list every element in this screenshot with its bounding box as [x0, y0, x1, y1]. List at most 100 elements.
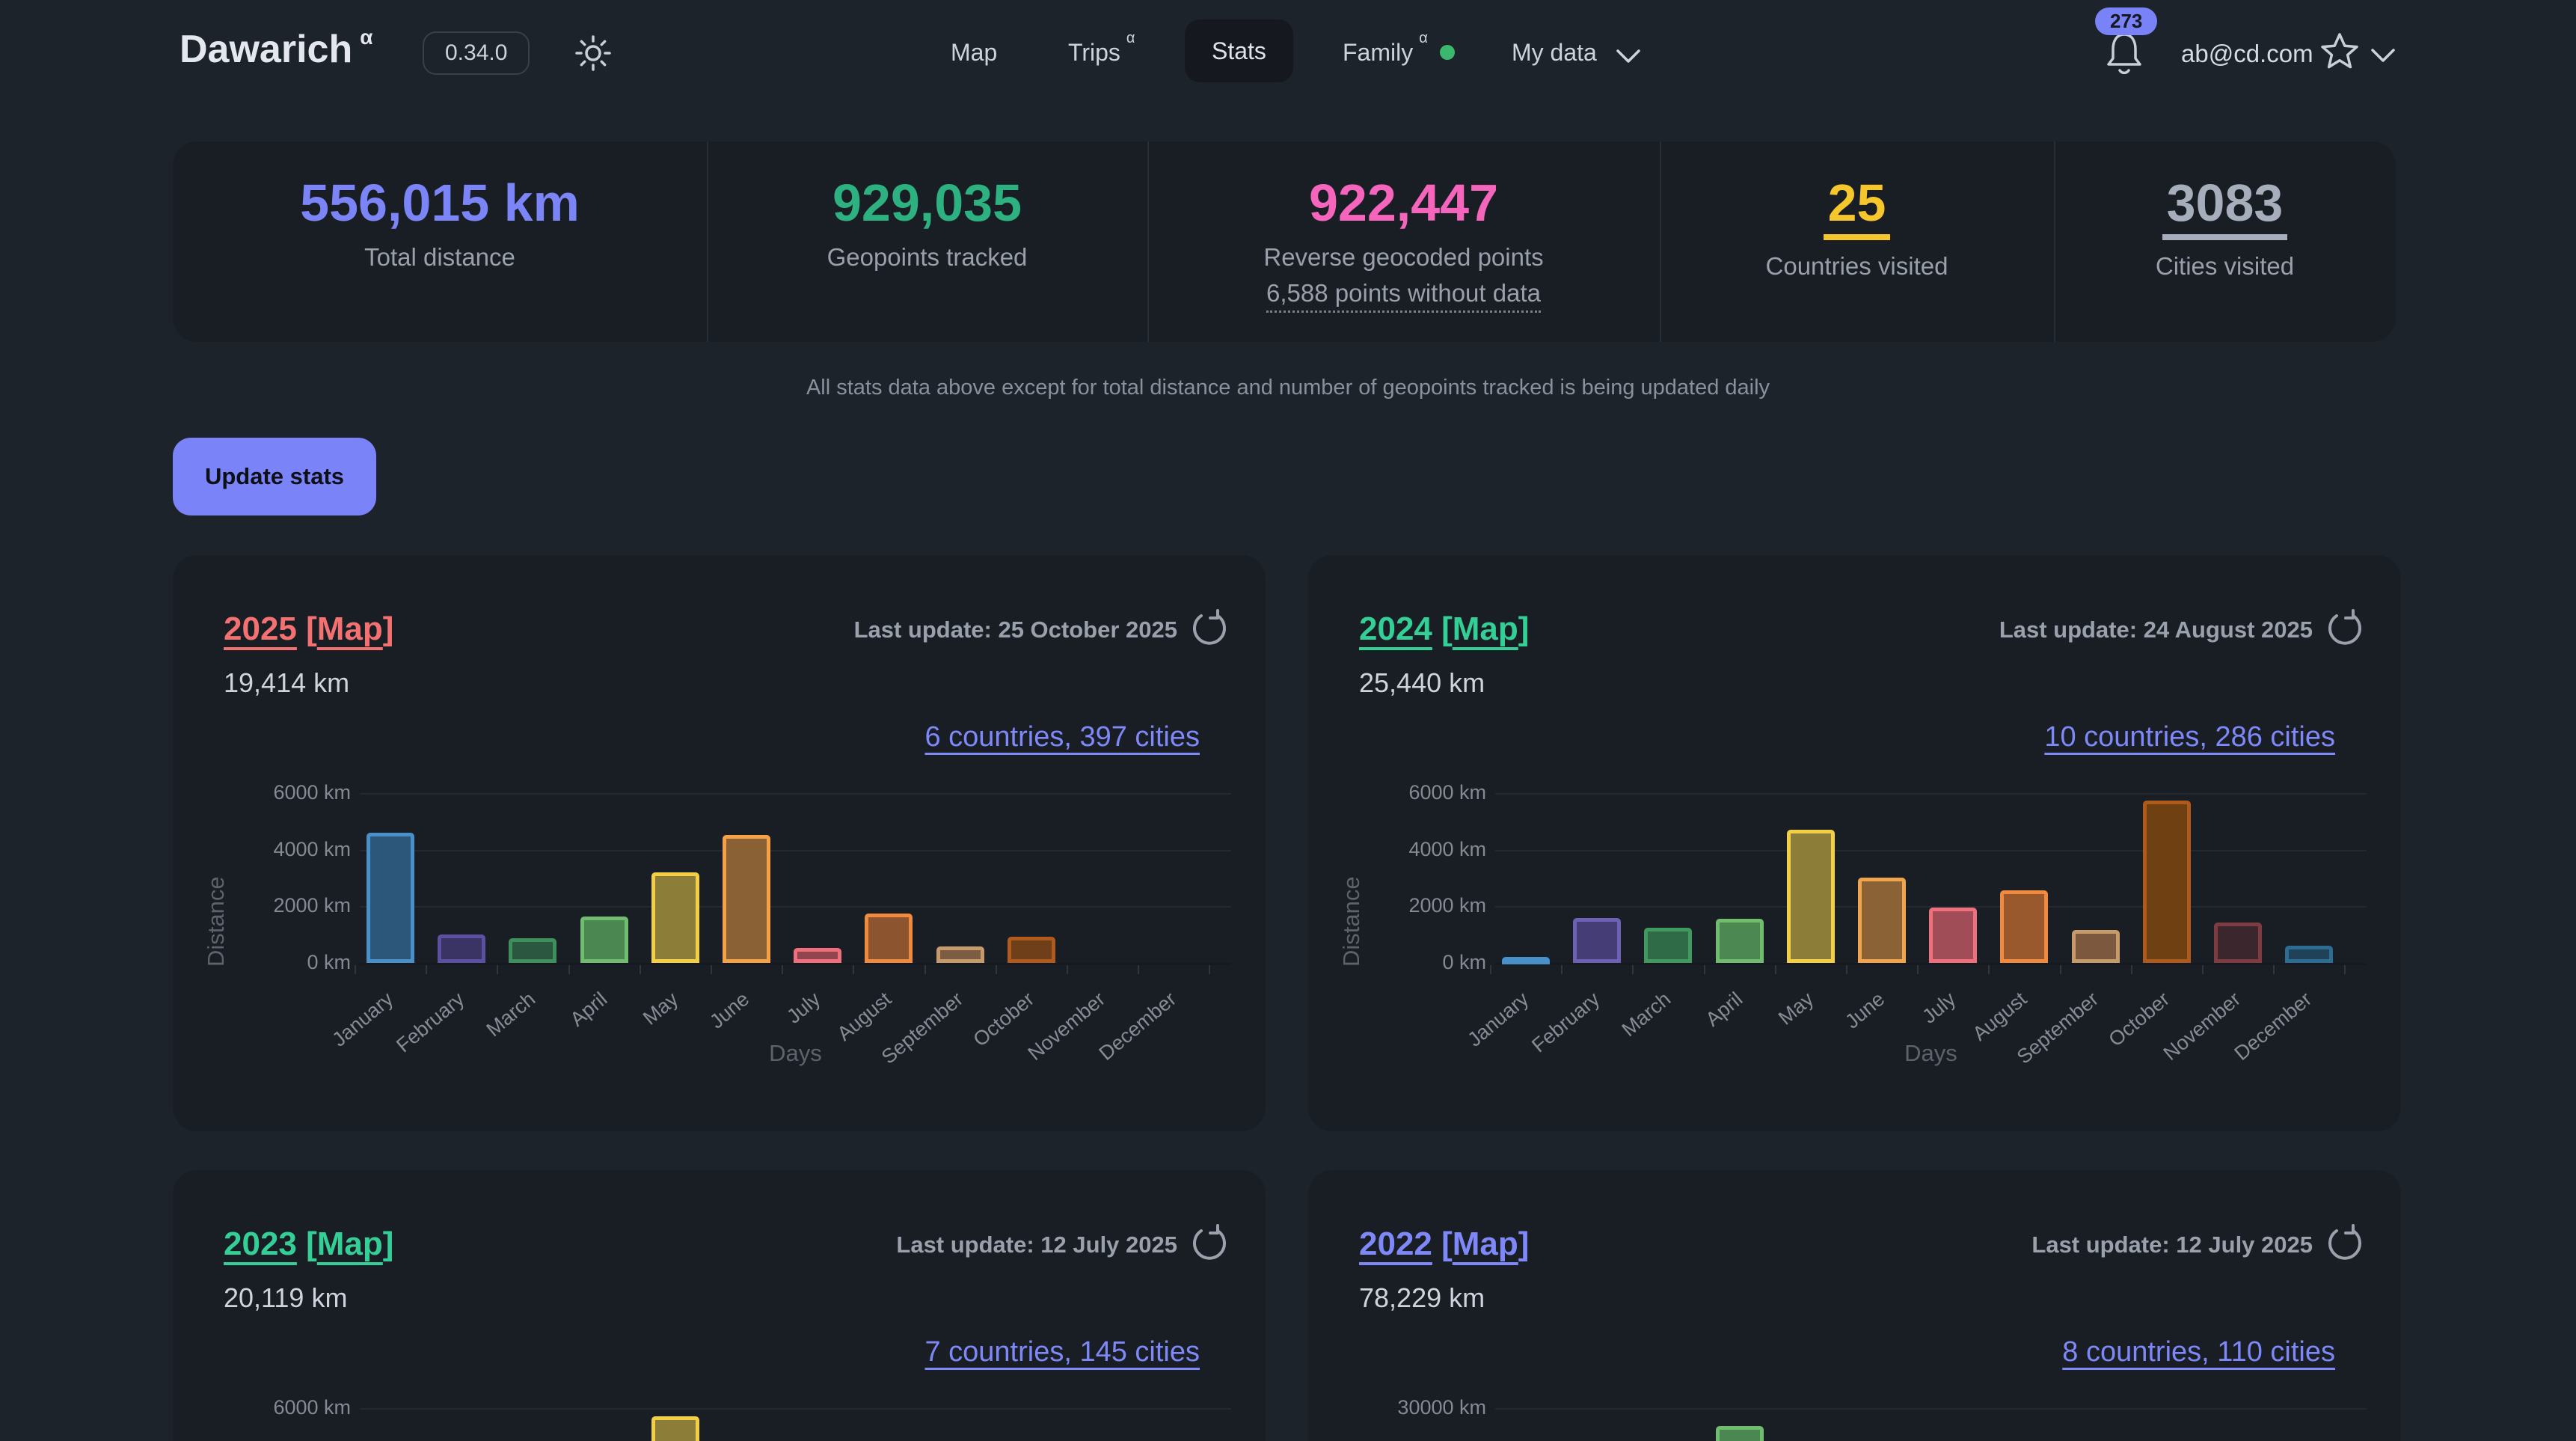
stat-total-distance: 556,015 km Total distance: [173, 141, 707, 342]
alpha-tag: α: [360, 25, 373, 49]
update-stats-button[interactable]: Update stats: [173, 438, 376, 515]
gridline: [360, 1408, 1231, 1410]
points-without-data-link[interactable]: 6,588 points without data: [1266, 279, 1541, 313]
stat-value: 922,447: [1308, 174, 1499, 232]
countries-cities-link[interactable]: 7 countries, 145 cities: [924, 1336, 1200, 1368]
axis-tick: [1704, 965, 1705, 974]
bracket: [: [306, 1226, 317, 1262]
y-tick-label: 6000 km: [273, 781, 351, 804]
stat-value[interactable]: 25: [1823, 175, 1891, 240]
notifications-button[interactable]: [2105, 30, 2144, 76]
year-card-title: 2025 [Map]: [224, 611, 393, 648]
app-name: Dawarich: [180, 28, 353, 71]
x-axis-line: [1495, 963, 2367, 965]
x-axis-title: Days: [769, 1040, 822, 1066]
y-tick-label: 4000 km: [1408, 837, 1486, 860]
nav-item-my-data[interactable]: My data: [1512, 39, 1597, 66]
divider: [2054, 141, 2055, 342]
year-card-2024: 2024 [Map] Last update: 24 August 2025 2…: [1308, 555, 2401, 1131]
countries-cities-link[interactable]: 8 countries, 110 cities: [2062, 1336, 2335, 1368]
axis-tick: [2273, 965, 2275, 974]
star-icon: [2320, 31, 2359, 70]
axis-tick: [640, 965, 641, 974]
nav-item-trips[interactable]: Tripsα: [1068, 30, 1135, 66]
stat-geopoints-tracked: 929,035 Geopoints tracked: [707, 141, 1147, 342]
refresh-year-button[interactable]: [2326, 609, 2364, 646]
gridline: [360, 793, 1231, 795]
bar-march: [1644, 928, 1692, 963]
y-axis-title: Distance: [1338, 876, 1364, 967]
stat-value[interactable]: 3083: [2162, 175, 2288, 240]
last-update-label: Last update: 12 July 2025: [896, 1232, 1177, 1258]
year-card-title: 2023 [Map]: [224, 1226, 393, 1263]
bar-april: [580, 917, 628, 963]
bar-september: [2072, 930, 2120, 963]
year-map-link[interactable]: Map: [316, 1226, 383, 1262]
refresh-year-button[interactable]: [1191, 609, 1228, 646]
user-menu-chevron-icon[interactable]: [2370, 46, 2396, 64]
favorite-button[interactable]: [2320, 31, 2359, 70]
year-link[interactable]: 2025: [224, 611, 297, 647]
year-link[interactable]: 2024: [1359, 611, 1432, 647]
bar-may: [1787, 830, 1835, 963]
refresh-year-button[interactable]: [1191, 1224, 1228, 1261]
nav-item-stats-active[interactable]: Stats: [1185, 19, 1293, 82]
refresh-icon: [1191, 609, 1228, 646]
bar-november: [2214, 923, 2262, 963]
stat-cities-visited: 3083 Cities visited: [2054, 141, 2396, 342]
gridline: [360, 849, 1231, 851]
distance-chart-2024: 0 km 2000 km 4000 km 6000 km January February…: [1308, 555, 2401, 1131]
divider: [1147, 141, 1149, 342]
bar-august: [2000, 890, 2048, 963]
stat-label: Total distance: [364, 242, 515, 271]
axis-tick: [2060, 965, 2061, 974]
countries-cities-link[interactable]: 6 countries, 397 cities: [924, 721, 1200, 753]
axis-tick: [1138, 965, 1139, 974]
year-map-link[interactable]: Map: [1452, 1226, 1518, 1262]
gridline: [1495, 1408, 2367, 1410]
axis-tick: [996, 965, 997, 974]
divider: [1660, 141, 1661, 342]
stats-update-note: All stats data above except for total di…: [806, 376, 1770, 400]
y-tick-label: 0 km: [1442, 951, 1486, 973]
y-tick-label: 4000 km: [273, 837, 351, 860]
axis-tick: [1561, 965, 1563, 974]
family-alpha-tag: α: [1419, 30, 1428, 47]
y-tick-label: 30000 km: [1397, 1396, 1486, 1419]
year-map-link[interactable]: Map: [316, 611, 383, 647]
stat-label: Reverse geocoded points: [1263, 242, 1544, 271]
nav-item-family[interactable]: Familyα: [1343, 30, 1428, 66]
bracket: ]: [382, 1226, 394, 1262]
x-axis-title: Days: [1904, 1040, 1957, 1066]
axis-tick: [782, 965, 783, 974]
countries-cities-link[interactable]: 10 countries, 286 cities: [2044, 721, 2335, 753]
axis-tick: [1209, 965, 1210, 974]
distance-chart-2025: 0 km 2000 km 4000 km 6000 km January February…: [173, 555, 1266, 1131]
version-badge: 0.34.0: [423, 31, 530, 75]
distance-chart-2022: 0 km10000 km20000 km30000 kmJanuaryFebru…: [1308, 1170, 2401, 1441]
user-email[interactable]: ab@cd.com: [2177, 39, 2318, 69]
last-update-label: Last update: 25 October 2025: [853, 617, 1177, 643]
bar-march: [509, 938, 556, 963]
nav-item-map[interactable]: Map: [951, 39, 998, 66]
year-card-2023: 2023 [Map] Last update: 12 July 2025 20,…: [173, 1170, 1266, 1441]
y-tick-label: 6000 km: [273, 1396, 351, 1419]
refresh-year-button[interactable]: [2326, 1224, 2364, 1261]
bracket: ]: [1518, 1226, 1530, 1262]
divider: [707, 141, 708, 342]
bar-october: [2143, 801, 2191, 963]
theme-toggle-button[interactable]: [574, 34, 612, 72]
gridline: [1495, 849, 2367, 851]
bar-december: [2285, 946, 2333, 963]
year-distance: 20,119 km: [224, 1282, 348, 1313]
top-navbar: Dawarich α 0.34.0 Map Tripsα Stats Family…: [0, 0, 2576, 105]
year-link[interactable]: 2023: [224, 1226, 297, 1262]
bar-april: [1716, 1426, 1764, 1441]
year-link[interactable]: 2022: [1359, 1226, 1432, 1262]
year-map-link[interactable]: Map: [1452, 611, 1518, 647]
axis-tick: [497, 965, 498, 974]
app-logo[interactable]: Dawarich α: [180, 25, 373, 72]
axis-tick: [1490, 965, 1491, 974]
axis-tick: [2344, 965, 2346, 974]
